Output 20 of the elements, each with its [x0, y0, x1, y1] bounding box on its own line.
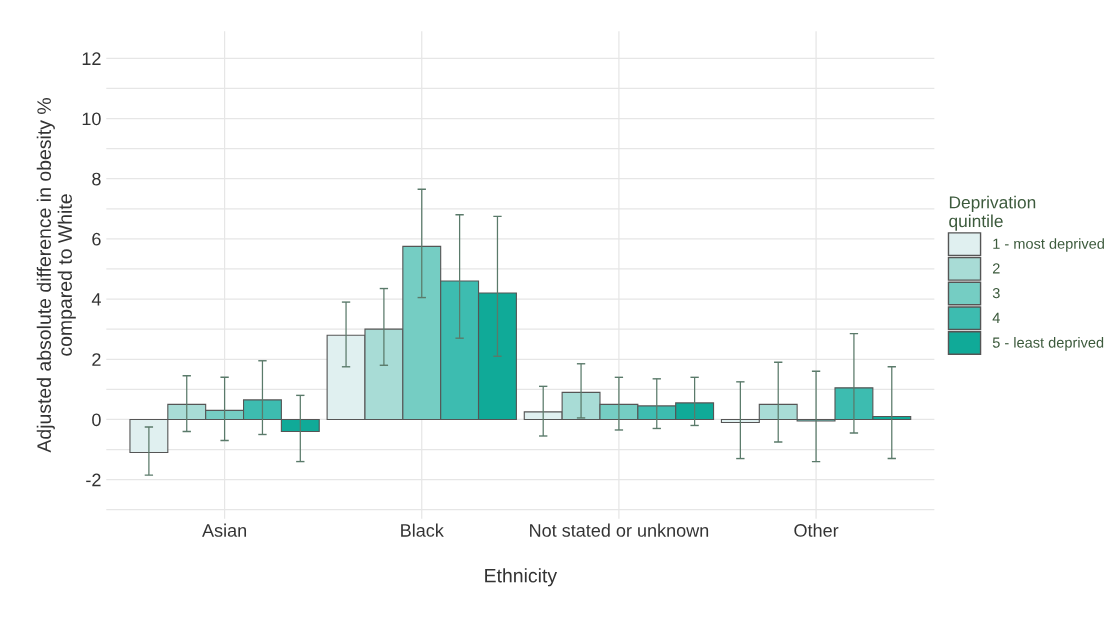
- legend-label: 4: [992, 312, 1000, 323]
- x-tick-label: Asian: [202, 523, 247, 537]
- y-tick-label: 4: [91, 293, 101, 306]
- y-tick-label: 10: [82, 112, 101, 126]
- y-tick-label: 0: [92, 413, 101, 427]
- legend-label: 5 - least deprived: [992, 337, 1104, 351]
- y-tick-label: -2: [86, 473, 101, 487]
- legend-label: 1 - most deprived: [993, 238, 1104, 252]
- x-tick-label: Other: [794, 523, 839, 537]
- legend-title: Deprivation quintile: [949, 195, 1036, 231]
- x-tick-label: Black: [401, 523, 444, 537]
- x-axis-title: Ethnicity: [485, 568, 558, 587]
- x-tick-label: Not stated or unknown: [530, 523, 709, 537]
- y-tick-label: 8: [92, 172, 101, 186]
- y-tick-label: 6: [92, 232, 101, 246]
- y-tick-label: 12: [82, 52, 101, 65]
- y-tick-label: 2: [92, 353, 101, 366]
- y-axis-title: Adjusted absolute difference in obesity % compared to White: [36, 98, 76, 453]
- legend-label: 3: [992, 287, 1000, 299]
- legend-label: 2: [992, 263, 1000, 274]
